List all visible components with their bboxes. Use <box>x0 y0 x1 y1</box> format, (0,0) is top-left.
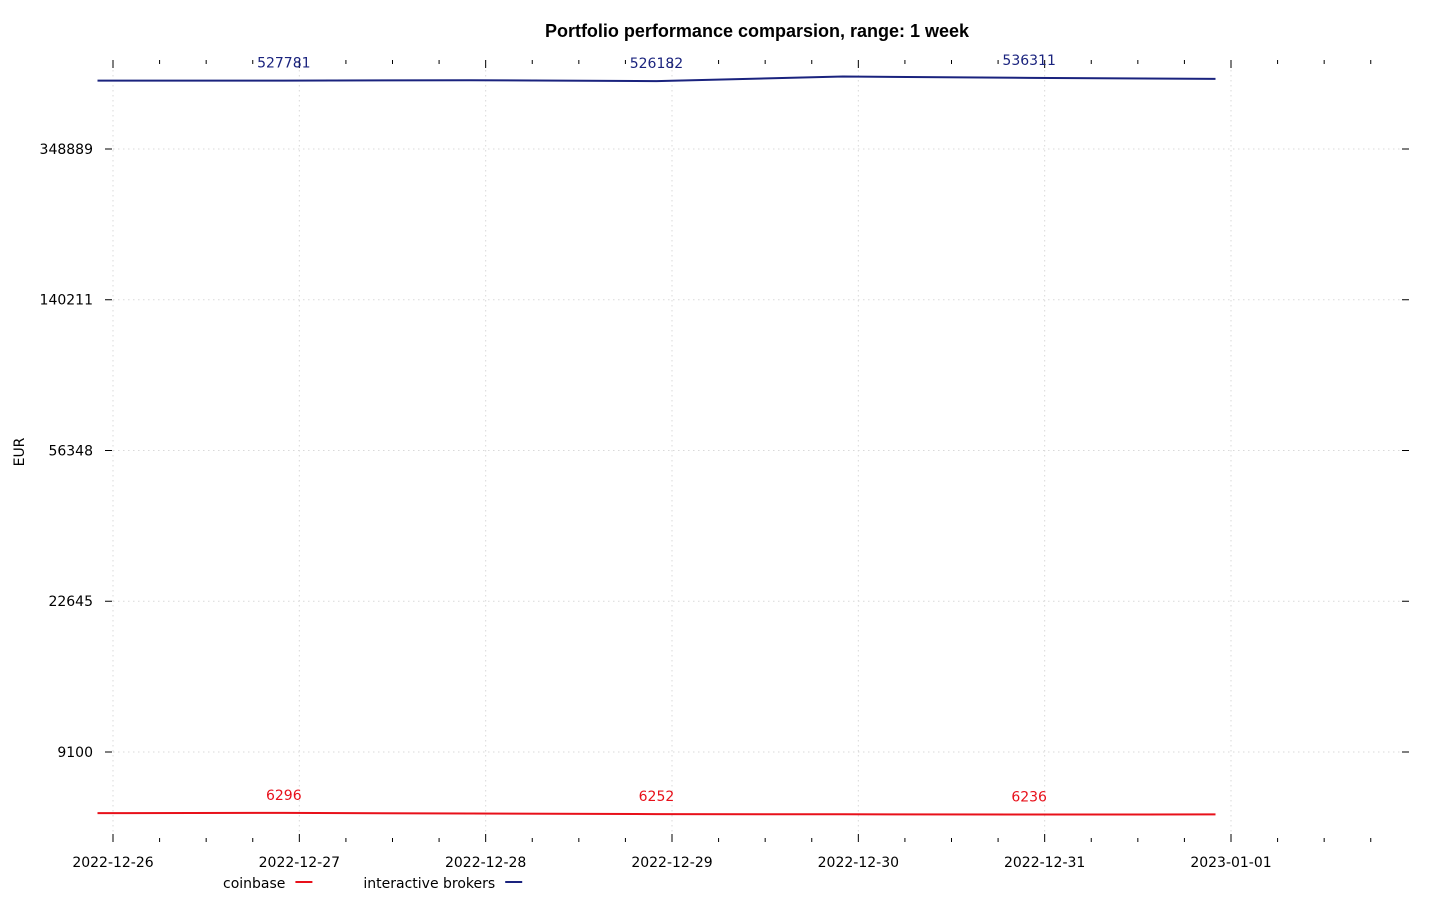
x-tick-label: 2022-12-28 <box>445 855 526 871</box>
tick-labels: 9100 22645 56348 140211 348889 2022-12-26 2022… <box>40 142 1272 871</box>
y-tick-label: 22645 <box>48 594 93 610</box>
axis-ticks <box>105 60 1409 842</box>
x-tick-label: 2022-12-29 <box>631 855 712 871</box>
data-label-coinbase: 6296 <box>266 788 302 804</box>
data-label-interactive-brokers: 527781 <box>257 56 310 72</box>
y-tick-label: 56348 <box>48 443 93 459</box>
data-labels: 6296 6252 6236 527781 526182 536311 <box>257 53 1056 806</box>
y-tick-label: 348889 <box>40 142 93 158</box>
data-label-interactive-brokers: 526182 <box>630 56 683 72</box>
series-line-interactive-brokers <box>97 75 1216 83</box>
x-tick-label: 2022-12-30 <box>818 855 899 871</box>
data-label-coinbase: 6236 <box>1011 789 1047 805</box>
series-line-coinbase <box>97 811 1216 816</box>
y-tick-label: 9100 <box>57 745 93 761</box>
series-lines <box>97 75 1216 816</box>
chart-title: Portfolio performance comparsion, range:… <box>545 21 970 41</box>
x-tick-label: 2022-12-31 <box>1004 855 1085 871</box>
legend-label-coinbase: coinbase <box>223 876 285 892</box>
x-tick-label: 2023-01-01 <box>1190 855 1271 871</box>
data-label-interactive-brokers: 536311 <box>1002 53 1055 69</box>
data-label-coinbase: 6252 <box>639 789 675 805</box>
grid <box>112 60 1404 840</box>
legend-label-interactive-brokers: interactive brokers <box>363 876 495 892</box>
legend: coinbase interactive brokers <box>223 876 523 892</box>
y-axis-label: EUR <box>12 437 28 466</box>
x-tick-label: 2022-12-27 <box>259 855 340 871</box>
y-tick-label: 140211 <box>40 293 93 309</box>
x-tick-label: 2022-12-26 <box>72 855 153 871</box>
